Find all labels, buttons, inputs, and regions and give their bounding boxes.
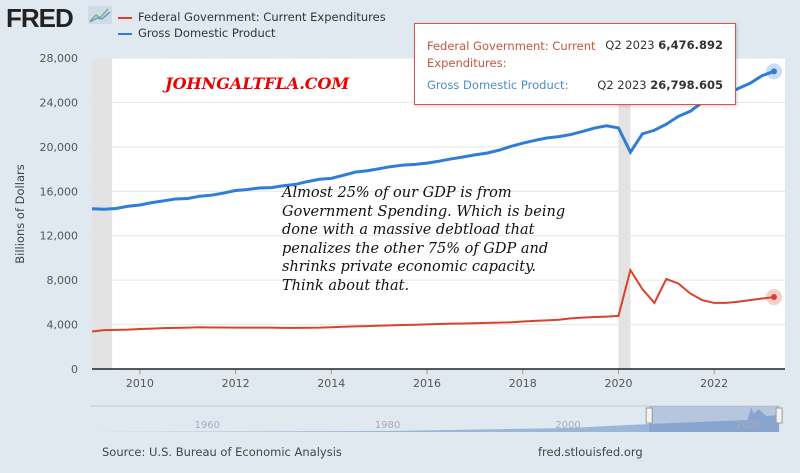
y-tick-label: 20,000 [40,141,79,154]
y-tick-label: 8,000 [47,274,79,287]
series-line-expenditures [91,267,775,333]
watermark-brand: JOHNGALTFLA.COM [165,74,350,93]
legend: Federal Government: Current Expenditures… [118,9,386,41]
site-link[interactable]: fred.stlouisfed.org [538,445,643,459]
blue-line-swatch-icon [118,32,132,35]
x-tick-label: 2020 [604,377,632,390]
x-tick-label: 2016 [413,377,441,390]
y-axis-label: Billions of Dollars [13,164,27,263]
legend-label: Federal Government: Current Expenditures [138,10,386,24]
x-tick-label: 2022 [700,377,728,390]
data-point-marker[interactable] [771,68,777,75]
navigator-tick-label: 2000 [555,420,580,431]
fred-logo[interactable]: FRED [6,3,74,33]
data-point-marker[interactable] [771,294,777,301]
legend-label: Gross Domestic Product [138,26,276,40]
chart-logo-icon [88,6,112,24]
series-line-gdp [91,69,775,211]
navigator-selection[interactable] [649,406,780,432]
recession-shading [618,58,631,369]
navigator-handle[interactable] [645,407,653,424]
tooltip-period: Q2 2023 [605,38,655,52]
x-tick-label: 2012 [222,377,250,390]
y-tick-label: 12,000 [40,230,79,243]
y-tick-label: 24,000 [40,96,79,109]
x-tick-label: 2018 [509,377,537,390]
y-tick-label: 4,000 [47,319,79,332]
navigator-series [90,407,780,432]
plot-area [92,58,785,369]
y-tick-label: 0 [71,363,78,376]
navigator-tick-label: 1980 [375,420,400,431]
tooltip-value: Q2 2023 6,476.892 [605,38,723,52]
legend-item-expenditures[interactable]: Federal Government: Current Expenditures [118,9,386,25]
navigator-tick-label: 1960 [195,420,220,431]
tooltip-value: Q2 2023 26,798.605 [597,78,723,92]
navigator-tick-label: 2020 [736,420,761,431]
tooltip-period: Q2 2023 [597,78,647,92]
y-tick-label: 28,000 [40,52,79,65]
annotation-note: Almost 25% of our GDP is from Government… [282,185,566,294]
x-tick-label: 2014 [317,377,345,390]
tooltip-number: 6,476.892 [658,38,723,52]
tooltip-series-name: Gross Domestic Product: [427,78,569,92]
recession-shading [92,58,113,369]
legend-item-gdp[interactable]: Gross Domestic Product [118,25,386,41]
tooltip-number: 26,798.605 [650,78,723,92]
x-tick-label: 2010 [126,377,154,390]
tooltip-series-name: Federal Government: Current Expenditures… [427,39,596,70]
red-line-swatch-icon [118,16,132,19]
tooltip: Federal Government: Current Expenditures… [414,23,736,105]
source-text: Source: U.S. Bureau of Economic Analysis [102,445,342,459]
y-tick-label: 16,000 [40,185,79,198]
navigator-handle[interactable] [775,407,783,424]
